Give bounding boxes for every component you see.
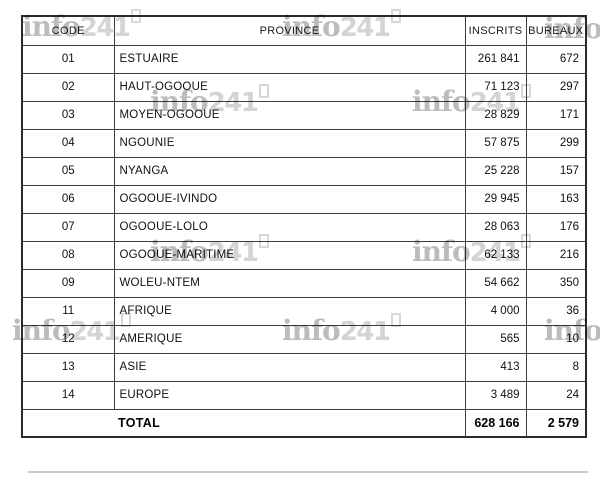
cell-bureaux: 672	[525, 44, 587, 74]
table-row: 01 ESTUAIRE 261 841 672	[21, 44, 587, 74]
cell-inscrits: 28 829	[464, 100, 527, 130]
cell-inscrits: 25 228	[464, 156, 527, 186]
cell-province: EUROPE	[113, 380, 466, 410]
cell-province: AFRIQUE	[113, 296, 466, 326]
cell-province: NYANGA	[113, 156, 466, 186]
table-row: 09 WOLEU-NTEM 54 662 350	[21, 268, 587, 298]
table-row: 07 OGOOUE-LOLO 28 063 176	[21, 212, 587, 242]
cell-province: MOYEN-OGOOUE	[113, 100, 466, 130]
cell-province: OGOOUE-MARITIME	[113, 240, 466, 270]
cell-inscrits: 28 063	[464, 212, 527, 242]
total-bureaux-value: 2 579	[525, 408, 587, 438]
table-row: 11 AFRIQUE 4 000 36	[21, 296, 587, 326]
cell-bureaux: 24	[525, 380, 587, 410]
cell-code: 11	[21, 296, 115, 326]
cell-code: 12	[21, 324, 115, 354]
cell-inscrits: 261 841	[464, 44, 527, 74]
voters-by-province-table: CODE PROVINCE INSCRITS BUREAUX 01 ESTUAIR…	[21, 15, 587, 438]
table-row: 05 NYANGA 25 228 157	[21, 156, 587, 186]
table-row: 08 OGOOUE-MARITIME 62 133 216	[21, 240, 587, 270]
cell-province: NGOUNIE	[113, 128, 466, 158]
cell-province: OGOOUE-IVINDO	[113, 184, 466, 214]
table-body: 01 ESTUAIRE 261 841 672 02 HAUT-OGOOUE 71 123 2…	[21, 44, 587, 410]
cell-inscrits: 62 133	[464, 240, 527, 270]
table-row: 03 MOYEN-OGOOUE 28 829 171	[21, 100, 587, 130]
cell-code: 01	[21, 44, 115, 74]
column-header-inscrits: INSCRITS	[464, 15, 527, 46]
table-row: 13 ASIE 413 8	[21, 352, 587, 382]
cell-inscrits: 413	[464, 352, 527, 382]
cell-code: 07	[21, 212, 115, 242]
table-row: 02 HAUT-OGOOUE 71 123 297	[21, 72, 587, 102]
cell-bureaux: 350	[525, 268, 587, 298]
cell-bureaux: 10	[525, 324, 587, 354]
table-row: 04 NGOUNIE 57 875 299	[21, 128, 587, 158]
cell-bureaux: 171	[525, 100, 587, 130]
cell-inscrits: 57 875	[464, 128, 527, 158]
cell-inscrits: 4 000	[464, 296, 527, 326]
table-row: 12 AMERIQUE 565 10	[21, 324, 587, 354]
cell-code: 08	[21, 240, 115, 270]
cell-code: 04	[21, 128, 115, 158]
cell-province: ASIE	[113, 352, 466, 382]
cell-bureaux: 36	[525, 296, 587, 326]
table-row: 06 OGOOUE-IVINDO 29 945 163	[21, 184, 587, 214]
cell-code: 06	[21, 184, 115, 214]
column-header-code: CODE	[21, 15, 115, 46]
cell-bureaux: 176	[525, 212, 587, 242]
total-label: TOTAL	[21, 408, 466, 438]
cell-code: 14	[21, 380, 115, 410]
cell-bureaux: 157	[525, 156, 587, 186]
cell-code: 05	[21, 156, 115, 186]
table-bottom-shadow	[28, 471, 588, 473]
cell-inscrits: 3 489	[464, 380, 527, 410]
cell-bureaux: 297	[525, 72, 587, 102]
cell-province: WOLEU-NTEM	[113, 268, 466, 298]
cell-inscrits: 29 945	[464, 184, 527, 214]
cell-province: HAUT-OGOOUE	[113, 72, 466, 102]
cell-code: 02	[21, 72, 115, 102]
cell-bureaux: 163	[525, 184, 587, 214]
cell-province: ESTUAIRE	[113, 44, 466, 74]
cell-code: 13	[21, 352, 115, 382]
cell-inscrits: 565	[464, 324, 527, 354]
cell-province: OGOOUE-LOLO	[113, 212, 466, 242]
column-header-bureaux: BUREAUX	[525, 15, 587, 46]
table-row: 14 EUROPE 3 489 24	[21, 380, 587, 410]
header-row: CODE PROVINCE INSCRITS BUREAUX	[21, 15, 587, 46]
cell-inscrits: 54 662	[464, 268, 527, 298]
cell-code: 03	[21, 100, 115, 130]
cell-province: AMERIQUE	[113, 324, 466, 354]
cell-code: 09	[21, 268, 115, 298]
cell-bureaux: 8	[525, 352, 587, 382]
cell-bureaux: 216	[525, 240, 587, 270]
cell-bureaux: 299	[525, 128, 587, 158]
cell-inscrits: 71 123	[464, 72, 527, 102]
total-inscrits-value: 628 166	[464, 408, 527, 438]
column-header-province: PROVINCE	[113, 15, 466, 46]
total-row: TOTAL 628 166 2 579	[21, 408, 587, 438]
